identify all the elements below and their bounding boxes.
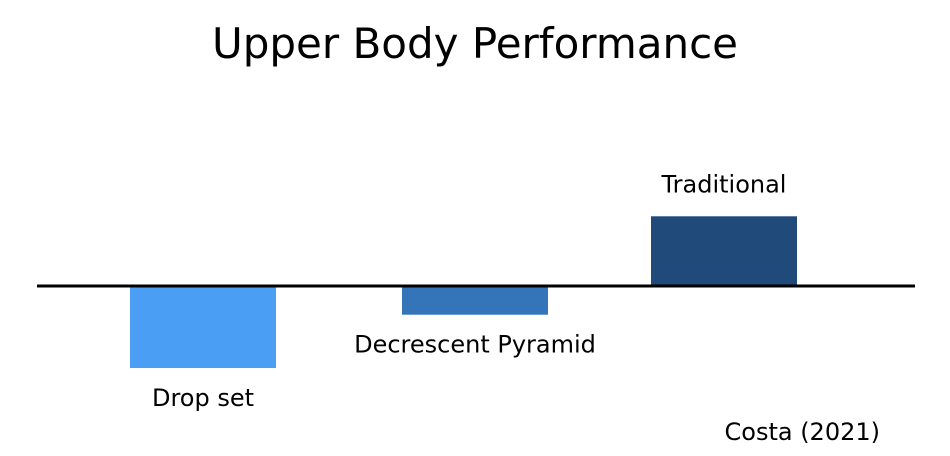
source-note: Costa (2021) xyxy=(725,418,881,446)
bar-label-decrescent-pyramid: Decrescent Pyramid xyxy=(354,331,596,359)
bar-label-traditional: Traditional xyxy=(661,170,787,198)
bar-drop-set xyxy=(130,286,276,368)
bars-layer xyxy=(130,216,797,368)
chart-title: Upper Body Performance xyxy=(212,19,738,68)
bar-label-drop-set: Drop set xyxy=(152,384,254,412)
bar-labels-layer: Drop set Decrescent Pyramid Traditional xyxy=(152,170,787,412)
bar-traditional xyxy=(651,216,797,286)
bar-decrescent-pyramid xyxy=(402,286,548,315)
